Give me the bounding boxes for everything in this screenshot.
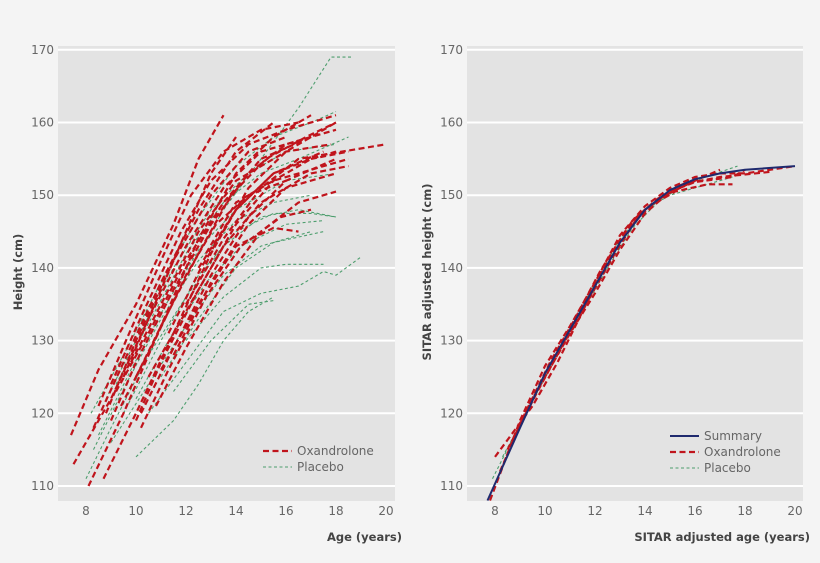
y-tick-label: 150 bbox=[440, 188, 463, 202]
legend-label-placebo: Placebo bbox=[704, 461, 751, 475]
placebo-curve bbox=[123, 212, 337, 414]
placebo-curve bbox=[135, 296, 274, 458]
oxandrolone-curve bbox=[130, 143, 332, 363]
x-tick-label: 8 bbox=[82, 504, 90, 518]
oxandrolone-curve bbox=[506, 168, 721, 451]
placebo-curve bbox=[90, 111, 337, 414]
right-panel-sitar-adjusted: SITAR adjusted height (cm) SITAR adjuste… bbox=[420, 43, 810, 544]
oxandrolone-curve bbox=[72, 136, 237, 465]
oxandrolone-curve bbox=[104, 135, 287, 414]
oxandrolone-curve bbox=[122, 135, 312, 378]
oxandrolone-curve bbox=[109, 114, 337, 385]
placebo-curve bbox=[148, 209, 337, 356]
placebo-curve bbox=[185, 263, 324, 341]
placebo-curve bbox=[85, 56, 354, 479]
legend-label-oxandrolone: Oxandrolone bbox=[297, 444, 374, 458]
x-axis-label: SITAR adjusted age (years) bbox=[634, 530, 810, 544]
legend-label-placebo: Placebo bbox=[297, 460, 344, 474]
placebo-curve bbox=[173, 300, 274, 392]
y-tick-label: 130 bbox=[440, 334, 463, 348]
placebo-curve bbox=[105, 143, 337, 400]
y-tick-label: 170 bbox=[440, 43, 463, 57]
y-tick-label: 140 bbox=[31, 261, 54, 275]
x-tick-label: 10 bbox=[537, 504, 552, 518]
y-tick-label: 160 bbox=[440, 116, 463, 130]
y-tick-label: 170 bbox=[31, 43, 54, 57]
oxandrolone-curve bbox=[519, 168, 746, 422]
x-tick-label: 16 bbox=[278, 504, 293, 518]
y-tick-label: 110 bbox=[440, 479, 463, 493]
legend-label-summary: Summary bbox=[704, 429, 762, 443]
oxandrolone-curve bbox=[172, 172, 337, 356]
x-tick-label: 8 bbox=[491, 504, 499, 518]
oxandrolone-curve bbox=[155, 190, 337, 407]
x-tick-label: 18 bbox=[737, 504, 752, 518]
oxandrolone-curve bbox=[97, 121, 299, 407]
y-tick-label: 130 bbox=[31, 334, 54, 348]
oxandrolone-curve bbox=[147, 165, 349, 378]
x-tick-label: 12 bbox=[178, 504, 193, 518]
placebo-curve bbox=[110, 231, 312, 443]
oxandrolone-curve bbox=[115, 135, 312, 393]
x-tick-label: 10 bbox=[128, 504, 143, 518]
oxandrolone-curve bbox=[109, 128, 337, 422]
y-tick-label: 120 bbox=[31, 406, 54, 420]
placebo-curve bbox=[492, 176, 733, 479]
y-axis-label: SITAR adjusted height (cm) bbox=[420, 184, 434, 361]
oxandrolone-curve bbox=[160, 226, 299, 371]
x-tick-label: 20 bbox=[787, 504, 802, 518]
series-lines bbox=[486, 165, 796, 501]
placebo-curve bbox=[148, 256, 362, 414]
y-tick-label: 150 bbox=[31, 188, 54, 202]
y-tick-label: 120 bbox=[440, 406, 463, 420]
oxandrolone-curve bbox=[140, 208, 312, 429]
series-lines bbox=[69, 56, 387, 487]
oxandrolone-curve bbox=[134, 150, 337, 422]
placebo-curve bbox=[98, 172, 337, 436]
x-tick-label: 20 bbox=[378, 504, 393, 518]
x-tick-label: 18 bbox=[328, 504, 343, 518]
y-axis-label: Height (cm) bbox=[11, 234, 25, 311]
oxandrolone-curve bbox=[498, 183, 733, 472]
oxandrolone-curve bbox=[197, 150, 349, 269]
legend-label-oxandrolone: Oxandrolone bbox=[704, 445, 781, 459]
y-tick-label: 160 bbox=[31, 116, 54, 130]
x-tick-label: 16 bbox=[687, 504, 702, 518]
oxandrolone-curve bbox=[69, 114, 225, 436]
x-tick-label: 14 bbox=[228, 504, 243, 518]
oxandrolone-curve bbox=[135, 121, 337, 378]
oxandrolone-curve bbox=[92, 121, 275, 429]
oxandrolone-curve bbox=[87, 114, 312, 487]
x-tick-label: 14 bbox=[637, 504, 652, 518]
oxandrolone-curve bbox=[167, 150, 324, 334]
summary-curve bbox=[486, 165, 796, 501]
left-panel-height-vs-age: Height (cm) Age (years) 110 120 130 140 150 1… bbox=[11, 43, 402, 544]
x-axis-label: Age (years) bbox=[327, 530, 402, 544]
x-tick-label: 12 bbox=[587, 504, 602, 518]
y-tick-label: 110 bbox=[31, 479, 54, 493]
oxandrolone-curve bbox=[205, 157, 349, 254]
y-tick-label: 140 bbox=[440, 261, 463, 275]
